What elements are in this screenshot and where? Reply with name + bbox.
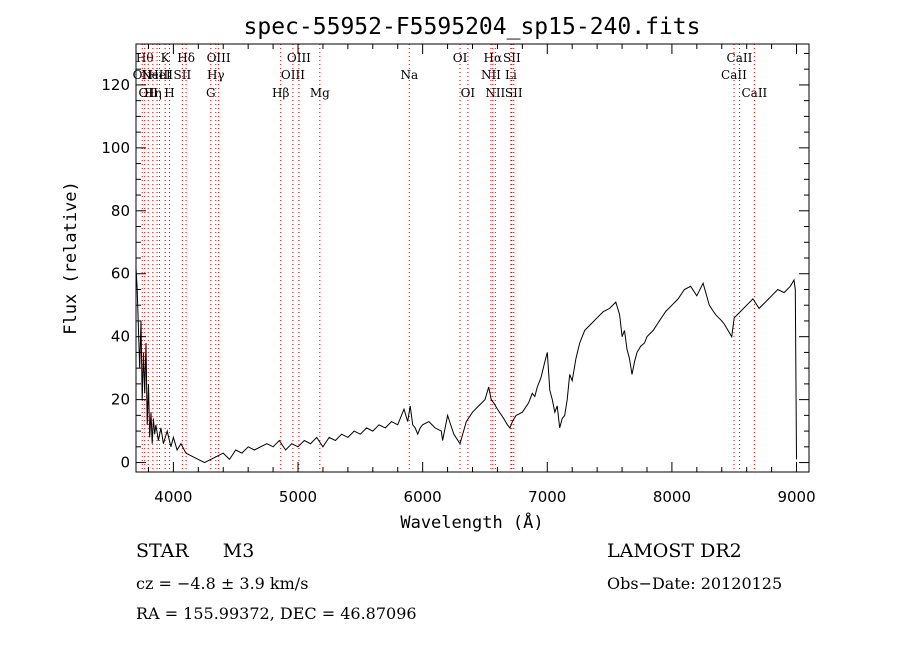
line-marker-label: Li <box>505 68 517 82</box>
axes: 4000 5000 6000 7000 8000 9000 0 20 40 60 80 100 120 <box>101 43 816 506</box>
plot-frame <box>135 43 810 473</box>
y-axis-label: Flux (relative) <box>61 181 81 335</box>
line-marker-label: HeI <box>148 68 171 82</box>
line-marker-label: Hδ <box>177 51 195 65</box>
line-marker-label: Hγ <box>207 68 225 82</box>
line-marker-label: NII <box>485 86 505 100</box>
line-marker-label: H <box>164 86 174 100</box>
line-marker-label: Mg <box>310 86 330 100</box>
y-tick-label: 80 <box>111 202 130 220</box>
line-marker-label: OI <box>461 86 476 100</box>
line-marker-label: CaII <box>727 51 753 65</box>
line-marker-label: SII <box>503 51 521 65</box>
line-marker-label: Hθ <box>136 51 154 65</box>
line-markers: OIIHθOIIHηNeIIIHeIKHSIIHδGHγOIIIHβOIIIOI… <box>133 44 768 472</box>
line-marker-label: NII <box>481 68 501 82</box>
line-marker-label: Na <box>400 68 418 82</box>
line-marker-label: Hβ <box>272 86 289 100</box>
x-tick-label: 5000 <box>279 488 317 506</box>
y-tick-label: 0 <box>120 454 130 472</box>
object-subclass: M3 <box>222 540 255 562</box>
line-marker-label: CaII <box>721 68 747 82</box>
y-tick-label: 40 <box>111 328 130 346</box>
line-marker-label: K <box>161 51 171 65</box>
line-marker-label: OIII <box>207 51 231 65</box>
chart-title: spec-55952-F5595204_sp15-240.fits <box>244 14 701 40</box>
x-tick-label: 4000 <box>154 488 192 506</box>
object-class: STAR <box>136 540 189 562</box>
x-tick-label: 8000 <box>653 488 691 506</box>
x-axis-label: Wavelength (Å) <box>400 511 543 533</box>
y-tick-label: 60 <box>111 265 130 283</box>
line-marker-label: Hη <box>144 86 162 100</box>
line-marker-label: Hα <box>484 51 503 65</box>
coordinates: RA = 155.99372, DEC = 46.87096 <box>136 604 417 623</box>
line-marker-label: G <box>206 86 216 100</box>
line-marker-label: SII <box>505 86 523 100</box>
cz-value: cz = −4.8 ± 3.9 km/s <box>136 574 309 593</box>
line-marker-label: SII <box>174 68 192 82</box>
series-layer <box>135 267 797 464</box>
x-tick-label: 7000 <box>528 488 566 506</box>
spectrum-line <box>135 267 797 464</box>
y-tick-label: 20 <box>111 391 130 409</box>
line-marker-label: OIII <box>281 68 305 82</box>
y-tick-label: 100 <box>101 139 130 157</box>
x-tick-label: 6000 <box>404 488 442 506</box>
line-marker-label: OI <box>453 51 468 65</box>
survey-name: LAMOST DR2 <box>607 540 742 562</box>
line-marker-label: OII <box>133 68 153 82</box>
obs-date: Obs−Date: 20120125 <box>607 574 783 593</box>
line-marker-label: CaII <box>741 86 767 100</box>
line-marker-label: OIII <box>287 51 311 65</box>
y-tick-label: 120 <box>101 76 130 94</box>
x-tick-label: 9000 <box>777 488 815 506</box>
line-marker-label: NeIII <box>141 68 173 82</box>
